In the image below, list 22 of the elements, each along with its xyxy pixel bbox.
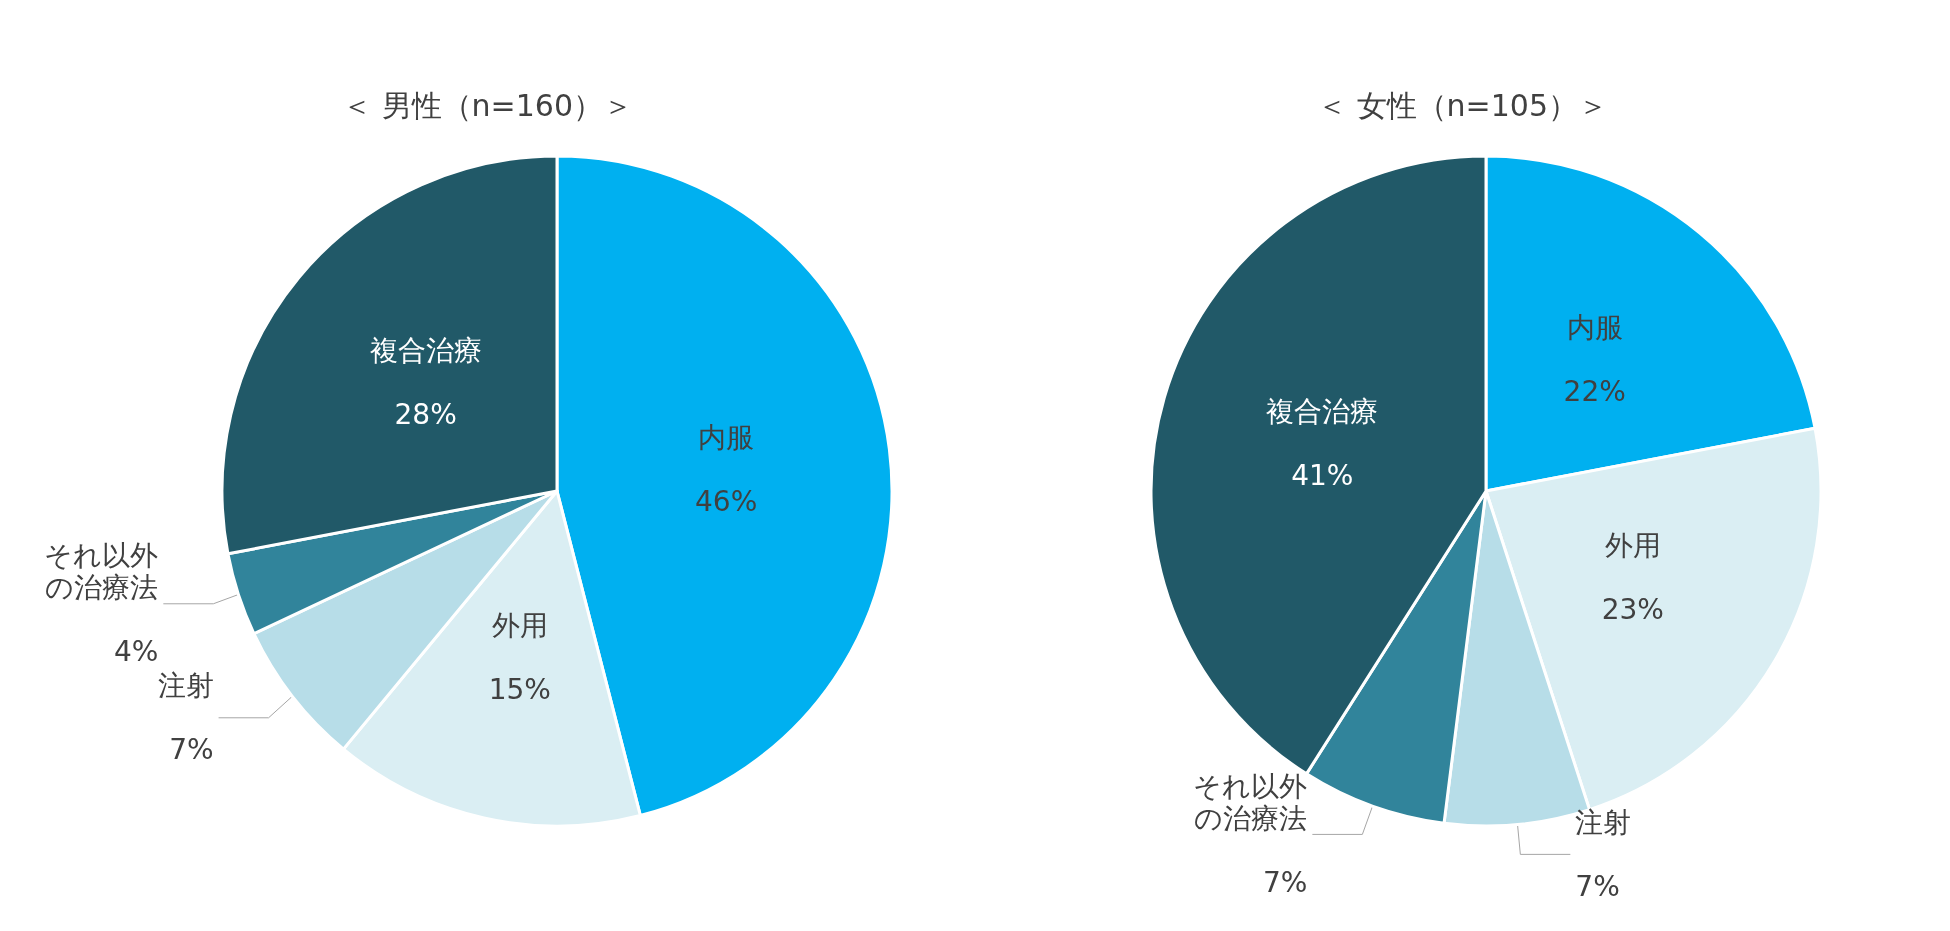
chart-title: ＜ 女性（n=105）＞ — [1317, 87, 1608, 123]
slice-label: それ以外の治療法 — [44, 539, 159, 605]
chart-title: ＜ 男性（n=160）＞ — [342, 87, 633, 123]
data-label: 23% — [1601, 593, 1664, 627]
slice-label: 内服 — [698, 421, 755, 455]
slice-label: 注射 — [157, 669, 214, 703]
data-label: 7% — [1575, 869, 1620, 903]
slice-label: 外用 — [1604, 529, 1661, 563]
slice-label: 外用 — [491, 608, 548, 642]
data-label: 4% — [113, 635, 159, 669]
slice-label: 内服 — [1566, 311, 1623, 345]
data-label: 28% — [394, 397, 457, 431]
data-label: 46% — [695, 485, 758, 519]
slice-label: 複合治療 — [1266, 394, 1379, 428]
slice-label: それ以外の治療法 — [1193, 769, 1308, 835]
data-label: 22% — [1563, 375, 1626, 409]
slice-label: 複合治療 — [369, 333, 482, 367]
data-label: 7% — [1262, 865, 1308, 899]
data-label: 41% — [1291, 458, 1354, 492]
data-label: 15% — [488, 672, 551, 706]
slice-label: 注射 — [1575, 805, 1632, 839]
data-label: 7% — [169, 733, 214, 767]
